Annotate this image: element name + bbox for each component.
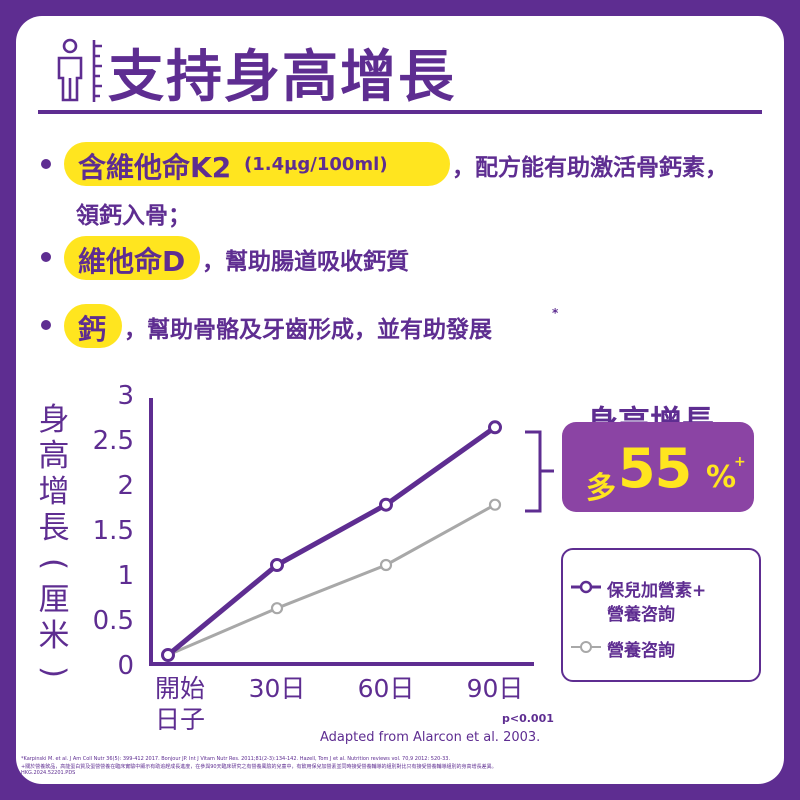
data-point-treatment [488, 420, 502, 435]
title-divider [38, 110, 762, 114]
highlight-text: 含維他命K2 [78, 151, 232, 184]
claim-footnote: +關於營養飲品，高能蛋白質及蛋營營養在臨床實驗中顯示有助追趕成長進度，在參與90… [21, 764, 497, 770]
y-axis-label-char: ) [36, 666, 72, 678]
callout-bracket [525, 430, 554, 513]
callout-prefix: 多 [586, 471, 616, 506]
y-axis-label-char: 米 [39, 618, 70, 654]
legend-swatch-treatment [571, 580, 601, 594]
x-tick-label-line1: 開始 [155, 674, 205, 703]
y-tick-label: 3 [117, 381, 134, 411]
callout-value: 55 [618, 437, 692, 500]
legend-swatch-control [571, 641, 601, 653]
y-tick-label: 1.5 [93, 516, 134, 546]
reference-footnote: *Karpinski M. et al. J Am Coll Nutr 36(5… [21, 756, 451, 762]
data-point-treatment [270, 558, 284, 572]
data-point-control [379, 558, 393, 572]
bullet-highlight-calcium: 鈣 [64, 304, 122, 348]
legend-label-control: 營養咨詢 [607, 641, 675, 661]
footnote-mark: * [552, 306, 559, 320]
document-code: HKG.2024.52201.PDS [21, 770, 76, 776]
y-tick-label: 1 [117, 561, 134, 591]
bullet-text: ，幫助腸道吸收鈣質 [202, 249, 409, 275]
bullet-dot [41, 320, 51, 330]
y-axis-label-char: 高 [39, 438, 70, 474]
data-point-treatment [379, 497, 393, 512]
highlight-text: 鈣 [78, 313, 107, 346]
bullet-dot [41, 252, 51, 262]
page-title: 支持身高增長 [108, 45, 456, 110]
legend-label-treatment-line2: 營養咨詢 [607, 605, 675, 625]
data-point-treatment [161, 648, 175, 662]
series-line-treatment [166, 425, 497, 657]
series-line-control [167, 503, 496, 657]
y-tick-label: 0 [117, 651, 134, 681]
data-point-control [270, 602, 284, 615]
source-citation: Adapted from Alarcon et al. 2003. [320, 730, 541, 745]
callout-box [562, 422, 754, 512]
highlight-subtext: (1.4μg/100ml) [244, 154, 388, 175]
y-axis-label-char: 增 [39, 474, 70, 510]
callout-unit: % [706, 460, 737, 495]
bullet-text: ，幫助骨骼及牙齒形成，並有助發展 [124, 317, 492, 343]
bullet-text-continued: 領鈣入骨； [76, 203, 191, 229]
y-axis-label-char: ( [36, 558, 72, 570]
chart-legend: 保兒加營素+ 營養咨詢 營養咨詢 [561, 548, 761, 682]
x-tick-label: 90日 [467, 674, 524, 703]
y-tick-label: 0.5 [93, 606, 134, 636]
bullet-text: ，配方能有助激活骨鈣素， [452, 155, 728, 181]
x-tick-label: 60日 [358, 674, 415, 703]
y-axis-label-char: 長 [39, 510, 70, 546]
y-tick-label: 2.5 [93, 426, 134, 456]
data-point-control [488, 498, 502, 511]
legend-label-treatment-line1: 保兒加營素+ [607, 581, 707, 601]
bullet-highlight-k2: 含維他命K2 (1.4μg/100ml) [64, 142, 450, 186]
callout-mark: + [734, 454, 746, 470]
y-axis-label-char: 厘 [39, 582, 70, 618]
y-axis-label-char: 身 [39, 402, 70, 438]
y-tick-label: 2 [117, 471, 134, 501]
p-value: p<0.001 [502, 712, 554, 725]
bullet-dot [41, 159, 51, 169]
highlight-text: 維他命D [78, 245, 186, 278]
content-card: 支持身高增長 含維他命K2 (1.4μg/100ml) ，配方能有助激活骨鈣素，… [16, 16, 784, 784]
x-tick-label: 30日 [249, 674, 306, 703]
x-tick-label-line2: 日子 [155, 705, 205, 734]
height-measure-icon [57, 38, 102, 102]
bullet-highlight-vitd: 維他命D [64, 236, 200, 280]
